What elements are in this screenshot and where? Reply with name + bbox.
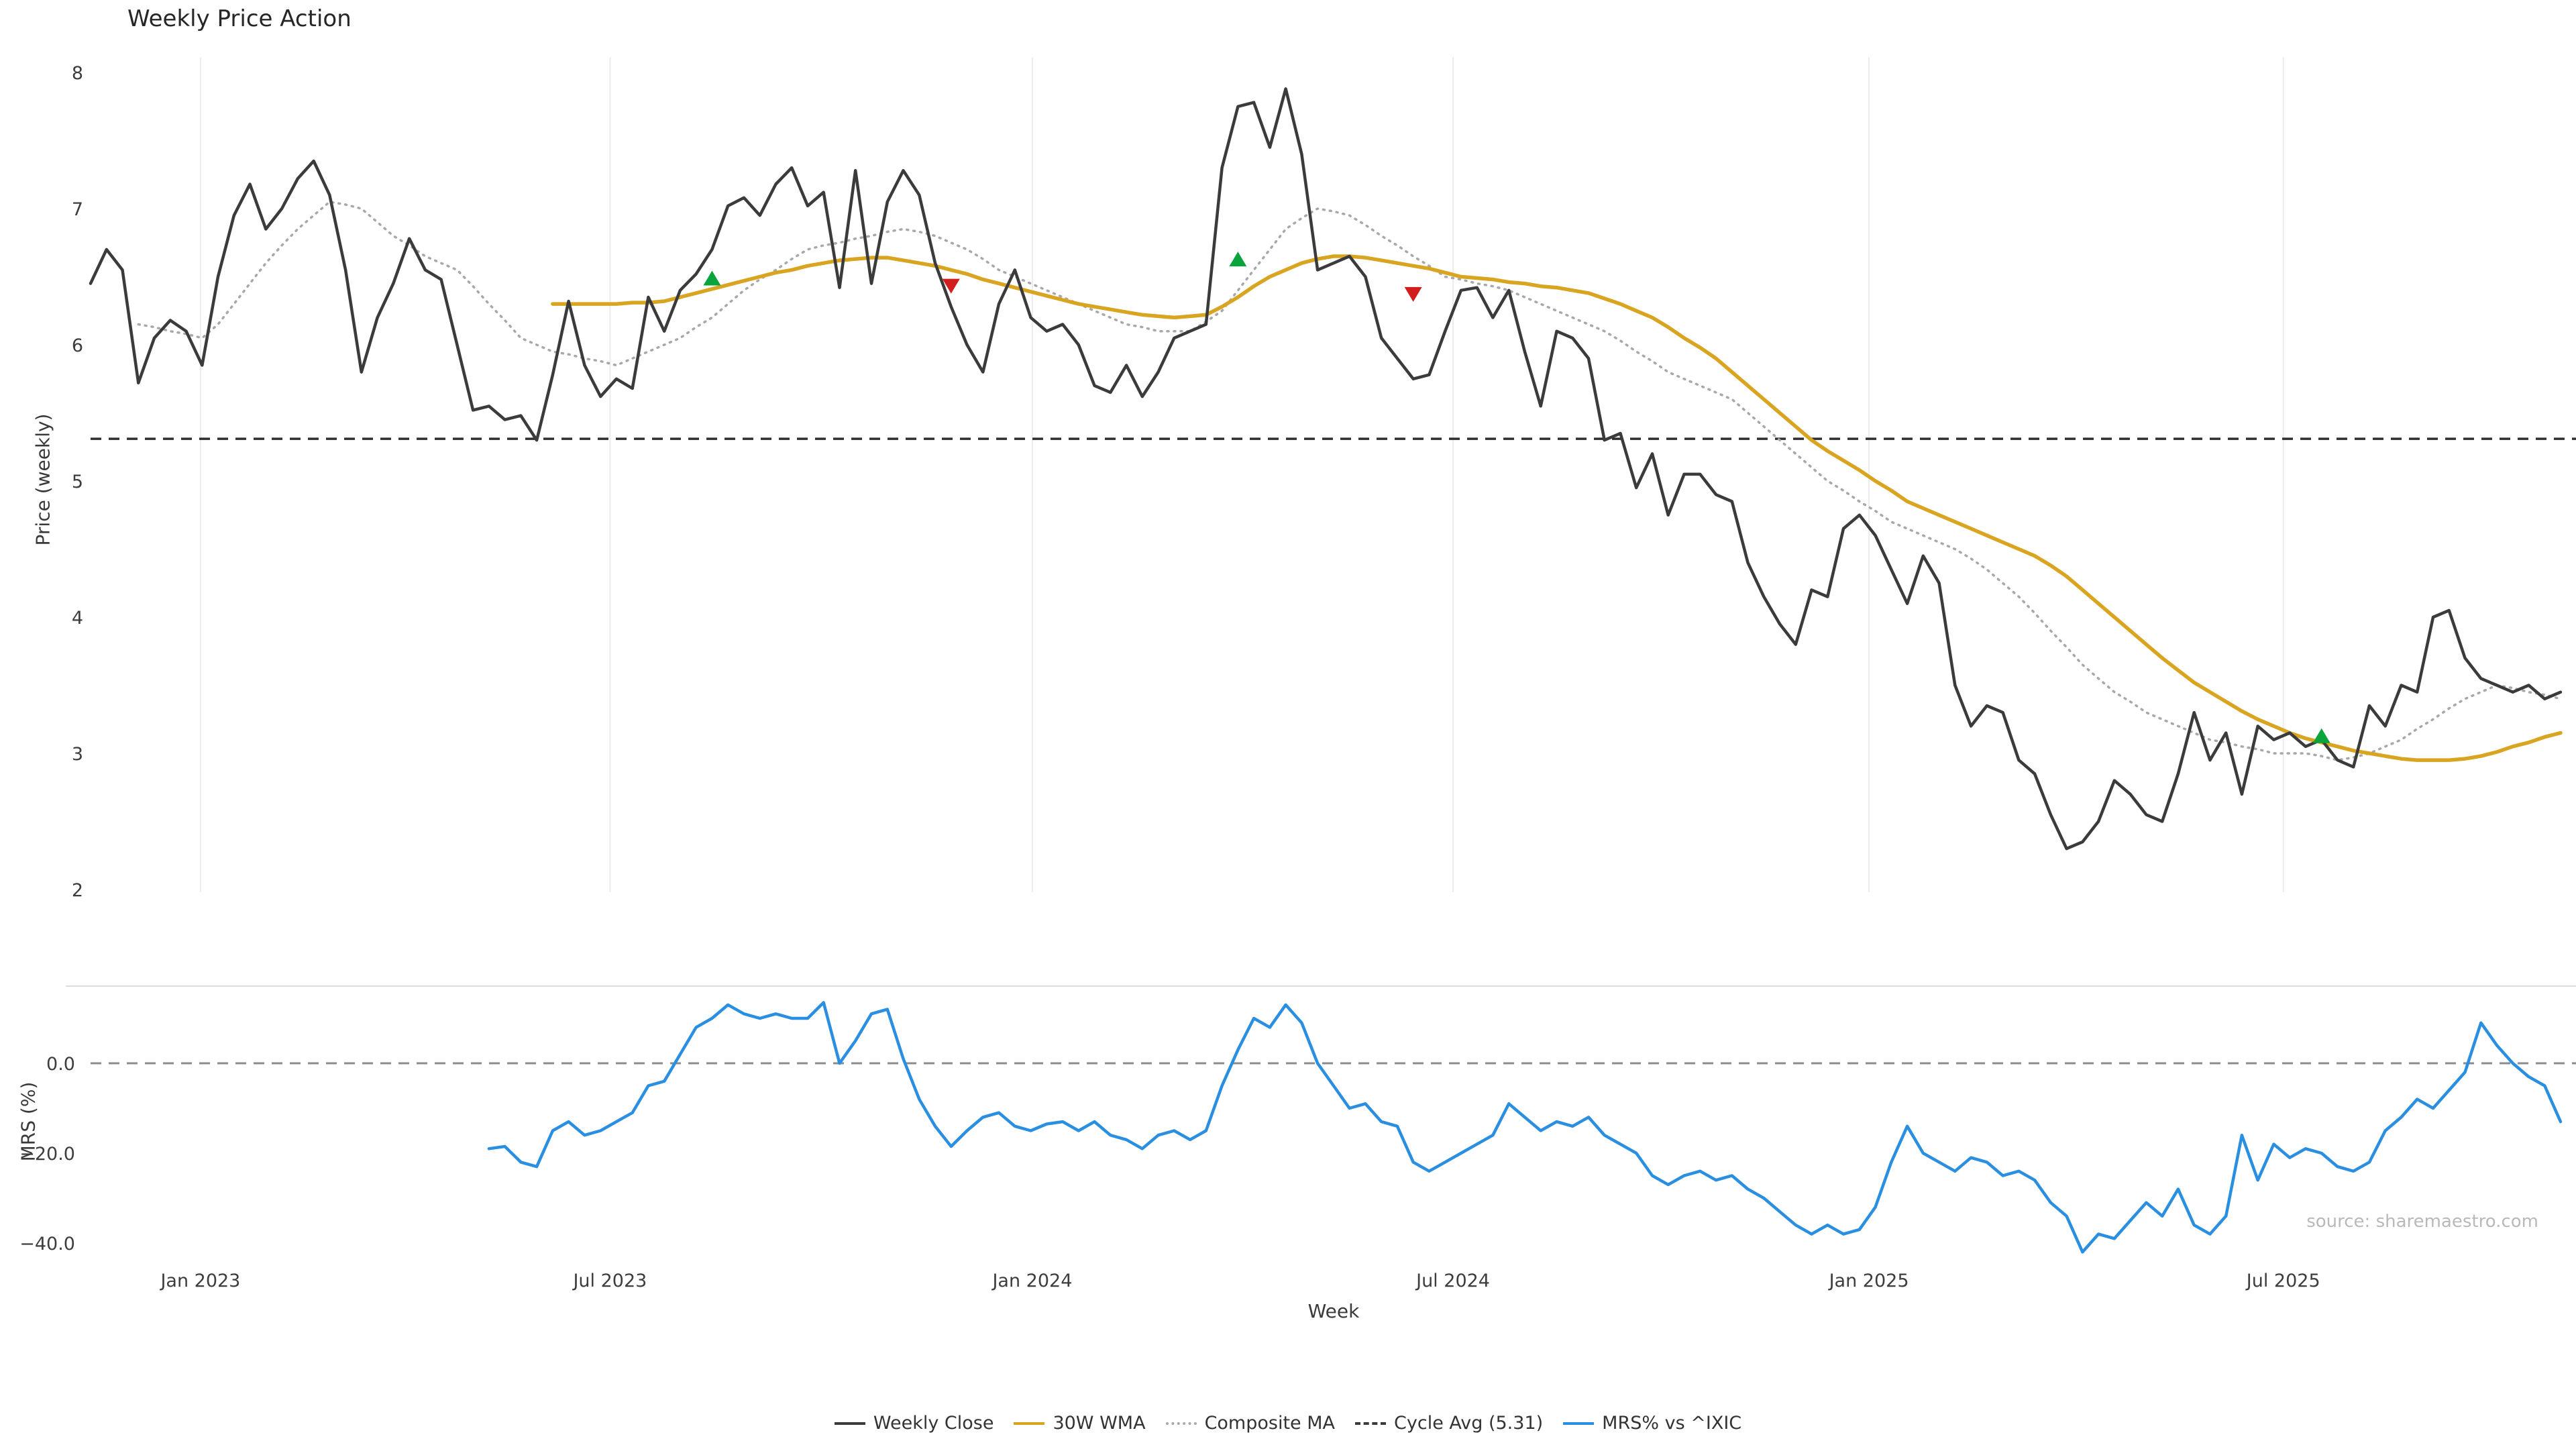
legend-sample-dotted <box>1165 1421 1197 1425</box>
price-tick-label: 3 <box>72 744 83 765</box>
chart-title: Weekly Price Action <box>127 5 352 32</box>
wma-line <box>551 254 2563 762</box>
legend-item: Composite MA <box>1165 1413 1336 1434</box>
legend-sample-solid <box>1014 1421 1045 1425</box>
legend-item: MRS% vs ^IXIC <box>1563 1413 1741 1434</box>
legend: Weekly Close 30W WMA Composite MA Cycle Avg… <box>0 1413 2576 1434</box>
legend-item: 30W WMA <box>1014 1413 1146 1434</box>
legend-item: Weekly Close <box>834 1413 994 1434</box>
legend-label: 30W WMA <box>1053 1413 1146 1434</box>
x-tick-label: Jan 2024 <box>991 1271 1072 1291</box>
price-axis-label: Price (weekly) <box>32 413 54 546</box>
legend-label: MRS% vs ^IXIC <box>1602 1413 1742 1434</box>
x-tick-label: Jul 2024 <box>1415 1271 1490 1291</box>
legend-label: Weekly Close <box>873 1413 994 1434</box>
buy-marker <box>2312 728 2330 743</box>
price-tick-label: 8 <box>72 63 83 84</box>
price-tick-label: 6 <box>72 335 83 356</box>
mrs-tick-label: −20.0 <box>19 1144 75 1165</box>
x-tick-label: Jul 2025 <box>2245 1271 2320 1291</box>
buy-marker <box>703 270 721 286</box>
legend-item: Cycle Avg (5.31) <box>1355 1413 1543 1434</box>
x-tick-label: Jan 2023 <box>159 1271 240 1291</box>
price-tick-label: 5 <box>72 472 83 492</box>
price-tick-label: 2 <box>72 880 83 901</box>
weekly-close-line <box>89 87 2563 851</box>
sell-marker <box>942 278 960 294</box>
mrs-tick-label: −40.0 <box>19 1234 75 1254</box>
legend-sample-solid <box>1563 1421 1595 1425</box>
x-axis-label: Week <box>1307 1300 1360 1322</box>
legend-sample-solid <box>834 1421 865 1425</box>
sell-marker <box>1404 286 1422 302</box>
legend-label: Cycle Avg (5.31) <box>1394 1413 1544 1434</box>
buy-marker <box>1229 252 1247 267</box>
mrs-axis-label: MRS (%) <box>17 1081 40 1162</box>
x-tick-label: Jul 2023 <box>572 1271 647 1291</box>
price-tick-label: 4 <box>72 608 83 629</box>
mrs-tick-label: 0.0 <box>46 1054 75 1075</box>
source-credit: source: sharemaestro.com <box>2306 1212 2538 1232</box>
price-tick-label: 7 <box>72 199 83 220</box>
x-tick-label: Jan 2025 <box>1828 1271 1909 1291</box>
mrs-line <box>487 1001 2563 1254</box>
legend-sample-dashed <box>1355 1421 1387 1425</box>
composite-ma-line <box>137 201 2562 761</box>
legend-label: Composite MA <box>1204 1413 1336 1434</box>
